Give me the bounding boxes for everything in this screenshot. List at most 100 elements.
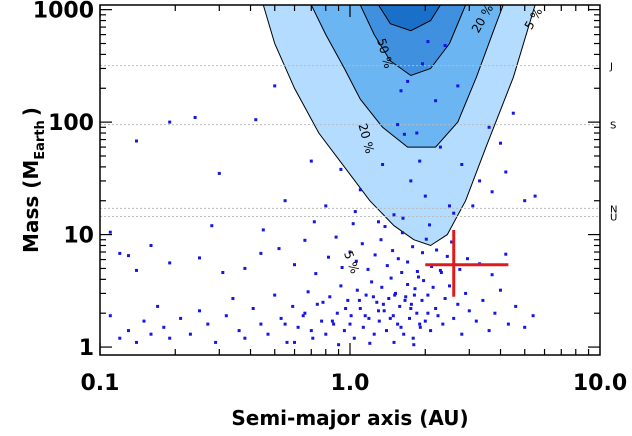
scatter-point — [348, 322, 352, 326]
scatter-point — [406, 283, 410, 286]
scatter-point — [351, 222, 355, 226]
scatter-point — [382, 309, 386, 313]
scatter-point — [339, 167, 343, 171]
scatter-point — [431, 285, 435, 289]
scatter-point — [301, 314, 305, 318]
reference-mass-lines — [100, 65, 600, 217]
scatter-point — [210, 224, 214, 228]
highlighted-planet-marker — [425, 229, 509, 297]
scatter-point — [337, 343, 341, 347]
scatter-point — [396, 123, 400, 127]
scatter-point — [423, 194, 427, 198]
scatter-point — [135, 340, 138, 344]
scatter-point — [309, 159, 313, 163]
scatter-point — [411, 245, 415, 249]
scatter-point — [399, 325, 403, 329]
x-tick-label: 1.0 — [331, 371, 370, 396]
scatter-point — [456, 84, 460, 88]
scatter-point — [523, 199, 527, 203]
scatter-point — [303, 311, 307, 315]
scatter-point — [406, 79, 410, 83]
scatter-point — [334, 235, 338, 239]
scatter-point — [224, 314, 228, 318]
scatter-point — [371, 295, 375, 299]
scatter-point — [420, 298, 424, 302]
y-tick-label: 100 — [48, 111, 94, 136]
scatter-point — [490, 273, 494, 277]
scatter-point — [493, 311, 497, 315]
scatter-point — [149, 244, 153, 247]
scatter-point — [398, 304, 402, 308]
scatter-point — [368, 341, 372, 345]
scatter-point — [327, 255, 330, 259]
scatter-point — [443, 44, 447, 47]
scatter-point — [353, 210, 357, 214]
axis-tick-labels: 0.1 1.0 10.0 1 10 100 1000 — [33, 0, 627, 396]
scatter-point — [383, 225, 387, 228]
scatter-point — [221, 271, 225, 274]
scatter-point — [259, 251, 263, 255]
scatter-point — [373, 253, 377, 257]
scatter-point — [385, 329, 388, 333]
scatter-point — [349, 314, 353, 318]
scatter-point — [452, 316, 456, 320]
completeness-contours — [262, 5, 536, 247]
scatter-point — [206, 322, 210, 326]
contour-region-2 — [310, 5, 504, 148]
scatter-point — [346, 298, 350, 302]
scatter-point — [399, 89, 403, 93]
scatter-point — [367, 316, 371, 320]
scatter-point — [243, 336, 247, 340]
scatter-point — [198, 309, 201, 313]
scatter-point — [402, 132, 406, 136]
scatter-point — [443, 297, 447, 300]
scatter-point — [251, 307, 255, 310]
scatter-point — [412, 343, 416, 347]
scatter-point — [330, 319, 334, 323]
scatter-point — [408, 316, 411, 320]
scatter-point — [464, 291, 468, 295]
scatter-point — [366, 267, 370, 271]
scatter-point — [273, 84, 277, 88]
scatter-point — [396, 257, 400, 261]
contour-region-3 — [359, 5, 467, 77]
scatter-point — [396, 322, 400, 326]
contour-label: 5 % — [341, 249, 362, 275]
scatter-point — [391, 314, 395, 318]
scatter-point — [504, 252, 508, 256]
scatter-point — [389, 276, 393, 280]
y-tick-label: 1000 — [33, 0, 94, 24]
scatter-point — [372, 332, 376, 336]
scatter-point — [296, 325, 300, 329]
scatter-point — [108, 314, 112, 318]
scatter-point — [424, 237, 428, 241]
scatter-point — [506, 322, 510, 326]
scatter-point — [418, 322, 422, 326]
reference-label-S: S — [610, 121, 616, 132]
scatter-point — [434, 99, 438, 103]
y-tick-label: 10 — [63, 224, 94, 249]
scatter-point — [277, 247, 281, 251]
scatter-point — [471, 204, 475, 208]
scatter-point — [340, 266, 344, 269]
scatter-point — [261, 228, 265, 232]
scatter-point — [418, 159, 422, 163]
scatter-point — [467, 309, 471, 313]
scatter-point — [370, 280, 374, 284]
scatter-point — [293, 340, 296, 344]
scatter-point — [409, 307, 413, 310]
scatter-point — [377, 309, 380, 313]
scatter-point — [417, 275, 420, 279]
scatter-point — [168, 336, 172, 340]
scatter-point — [108, 230, 112, 234]
scatter-point — [438, 145, 442, 149]
scatter-point — [188, 332, 192, 336]
scatter-point — [438, 268, 442, 272]
scatter-point — [392, 213, 396, 217]
scatter-point — [344, 307, 348, 310]
reference-label-J: J — [609, 62, 613, 73]
scatter-point — [363, 314, 367, 318]
axis-ticks — [99, 5, 600, 355]
scatter-point — [478, 179, 482, 183]
scatter-point — [142, 319, 146, 323]
